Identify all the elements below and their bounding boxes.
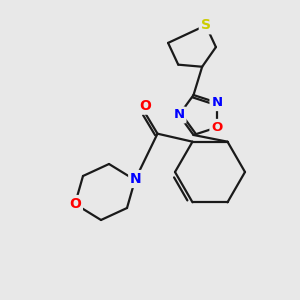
Text: N: N: [130, 172, 142, 186]
Text: N: N: [173, 109, 184, 122]
Text: O: O: [140, 99, 152, 113]
Text: N: N: [212, 96, 223, 109]
Text: S: S: [201, 18, 211, 32]
Text: O: O: [69, 197, 81, 211]
Text: O: O: [212, 121, 223, 134]
